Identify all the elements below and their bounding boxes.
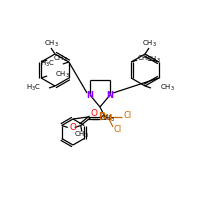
Text: CH$_3$: CH$_3$ [55, 70, 70, 80]
Text: CH$_3$: CH$_3$ [100, 113, 115, 124]
Text: Cl: Cl [114, 124, 122, 134]
Text: CH$_3$: CH$_3$ [137, 54, 152, 64]
Text: CH$_3$: CH$_3$ [146, 55, 161, 65]
Text: CH$_3$: CH$_3$ [53, 54, 68, 64]
Text: H$_3$C: H$_3$C [26, 83, 41, 93]
Text: Ru: Ru [98, 112, 112, 122]
Text: CH$_3$: CH$_3$ [142, 39, 156, 49]
Text: N: N [106, 90, 114, 99]
Text: O: O [69, 123, 76, 132]
Text: O: O [90, 109, 97, 118]
Text: Cl: Cl [124, 112, 132, 120]
Text: N: N [86, 90, 94, 99]
Text: CH$_3$: CH$_3$ [160, 83, 175, 93]
Text: H$_3$C: H$_3$C [40, 59, 55, 69]
Text: CH$_3$: CH$_3$ [74, 129, 89, 140]
Text: CH$_3$: CH$_3$ [44, 39, 58, 49]
